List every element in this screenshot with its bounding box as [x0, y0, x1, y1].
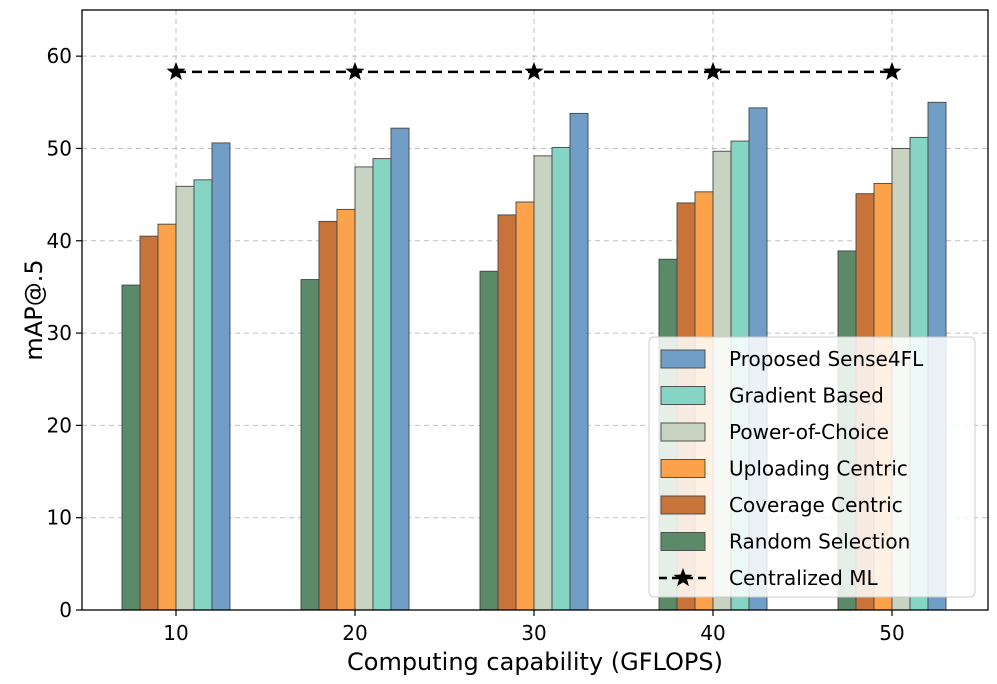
- bar-random-selection: [300, 279, 320, 611]
- bar-proposed-sense4fl: [211, 142, 231, 611]
- y-tick-label: 0: [59, 598, 72, 622]
- y-tick-label: 10: [47, 506, 72, 530]
- legend-swatch-proposed-sense4fl: [660, 349, 706, 369]
- bar-power-of-choice: [175, 185, 195, 611]
- bar-uploading-centric: [515, 201, 535, 611]
- legend-swatch-gradient-based: [660, 386, 706, 405]
- legend-label-proposed-sense4fl: Proposed Sense4FL: [729, 347, 924, 371]
- bar-proposed-sense4fl: [569, 112, 589, 611]
- legend-label-uploading-centric: Uploading Centric: [729, 457, 908, 481]
- x-axis-title: Computing capability (GFLOPS): [347, 648, 723, 676]
- plot-frame: [81, 9, 989, 611]
- star-marker: [524, 61, 544, 80]
- legend-label-centralized-ml: Centralized ML: [729, 566, 878, 590]
- bar-power-of-choice: [533, 155, 553, 611]
- x-tick-label: 50: [879, 621, 904, 645]
- y-axis-title: mAP@.5: [20, 259, 48, 360]
- y-tick-label: 50: [47, 136, 72, 160]
- legend-swatch-random-selection: [660, 532, 706, 551]
- star-marker: [345, 61, 365, 80]
- bar-random-selection: [121, 284, 141, 611]
- x-tick-label: 40: [700, 621, 725, 645]
- x-tick-label: 10: [163, 621, 188, 645]
- legend-label-coverage-centric: Coverage Centric: [729, 493, 903, 517]
- y-tick-label: 20: [47, 413, 72, 437]
- y-axis-ticks: 0 10 20 30 40 50 60: [47, 44, 82, 622]
- star-marker: [166, 61, 186, 80]
- legend-label-power-of-choice: Power-of-Choice: [729, 420, 889, 444]
- bar-random-selection: [479, 270, 499, 611]
- bar-gradient-based: [193, 179, 213, 611]
- x-tick-label: 20: [342, 621, 367, 645]
- bars: [121, 101, 947, 611]
- bar-coverage-centric: [139, 235, 159, 611]
- legend-swatch-power-of-choice: [660, 422, 706, 442]
- bar-uploading-centric: [336, 208, 356, 611]
- bar-coverage-centric: [497, 214, 517, 611]
- bar-proposed-sense4fl: [390, 127, 410, 611]
- y-tick-label: 30: [47, 321, 72, 345]
- legend-star-marker: [673, 568, 693, 587]
- bar-uploading-centric: [157, 223, 177, 611]
- legend-box: [648, 336, 976, 598]
- bar-coverage-centric: [318, 220, 338, 611]
- x-tick-label: 30: [521, 621, 546, 645]
- y-tick-label: 40: [47, 229, 72, 253]
- legend: Proposed Sense4FL Gradient Based Power-of-…: [648, 336, 976, 598]
- legend-label-random-selection: Random Selection: [729, 530, 910, 554]
- legend-swatch-coverage-centric: [660, 495, 706, 515]
- legend-swatch-uploading-centric: [660, 459, 706, 478]
- y-tick-label: 60: [47, 44, 72, 68]
- star-marker: [703, 61, 723, 80]
- legend-label-gradient-based: Gradient Based: [729, 384, 884, 408]
- star-marker: [882, 61, 902, 80]
- bar-gradient-based: [551, 147, 571, 611]
- centralized-ml-line: [166, 61, 902, 80]
- bar-power-of-choice: [354, 166, 374, 611]
- bar-gradient-based: [372, 158, 392, 611]
- x-axis-ticks: 10 20 30 40 50: [163, 610, 905, 645]
